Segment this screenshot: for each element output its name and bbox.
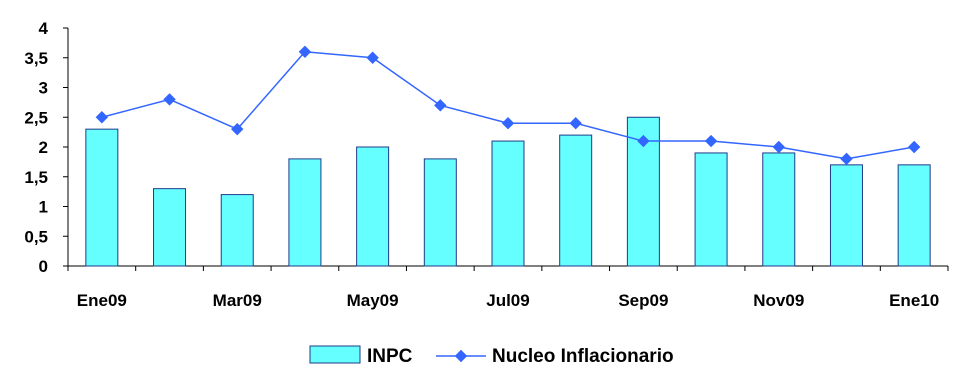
x-tick-label: Jul09 bbox=[486, 291, 529, 310]
bar bbox=[423, 158, 457, 267]
line-series bbox=[95, 45, 921, 166]
line-point bbox=[95, 111, 109, 124]
bar bbox=[762, 152, 796, 267]
line-point bbox=[501, 116, 515, 130]
line-point bbox=[231, 122, 244, 136]
x-tick-label: May09 bbox=[347, 291, 399, 310]
x-tick-label: Sep09 bbox=[618, 291, 668, 310]
line-point bbox=[637, 134, 650, 148]
line-point bbox=[163, 93, 176, 106]
line-point bbox=[569, 116, 582, 130]
x-tick-label: Ene09 bbox=[77, 291, 127, 310]
legend-label-nucleo: Nucleo Inflacionario bbox=[492, 346, 674, 367]
bar-series bbox=[85, 116, 931, 267]
y-tick-label: 0,5 bbox=[24, 227, 48, 246]
line-point bbox=[907, 140, 921, 154]
bar bbox=[220, 194, 254, 267]
y-tick-label: 2,5 bbox=[24, 108, 48, 127]
line-point bbox=[772, 140, 785, 154]
x-axis: Ene09 Mar09 May09 Jul09 Sep09 Nov09 Ene10 bbox=[67, 265, 949, 310]
line-point bbox=[840, 152, 853, 166]
bar bbox=[356, 146, 390, 267]
y-tick-label: 4 bbox=[39, 19, 49, 38]
legend: INPC Nucleo Inflacionario bbox=[309, 345, 674, 367]
y-tick-label: 0 bbox=[39, 257, 48, 276]
bar bbox=[288, 158, 322, 267]
bar bbox=[491, 140, 525, 267]
x-tick-label: Mar09 bbox=[213, 291, 262, 310]
x-tick-label: Ene10 bbox=[889, 291, 939, 310]
y-tick-label: 2 bbox=[39, 138, 48, 157]
bar bbox=[85, 128, 119, 267]
line-point bbox=[704, 134, 718, 148]
y-tick-label: 1,5 bbox=[24, 168, 48, 187]
line-point bbox=[366, 51, 379, 64]
y-tick-label: 3 bbox=[39, 79, 48, 98]
bar bbox=[829, 164, 863, 267]
y-tick-label: 3,5 bbox=[24, 49, 48, 68]
x-tick-label: Nov09 bbox=[753, 291, 804, 310]
line-point bbox=[298, 45, 312, 59]
legend-label-inpc: INPC bbox=[367, 346, 413, 367]
legend-swatch-inpc bbox=[309, 345, 361, 364]
bar bbox=[559, 134, 593, 267]
bar bbox=[694, 152, 728, 267]
legend-marker bbox=[454, 349, 468, 363]
bar bbox=[153, 188, 187, 267]
bar bbox=[897, 164, 931, 267]
y-tick-label: 1 bbox=[39, 198, 48, 217]
y-axis: 0 0,5 1 1,5 2 2,5 3 3,5 4 bbox=[24, 19, 69, 276]
line-point bbox=[434, 99, 447, 112]
